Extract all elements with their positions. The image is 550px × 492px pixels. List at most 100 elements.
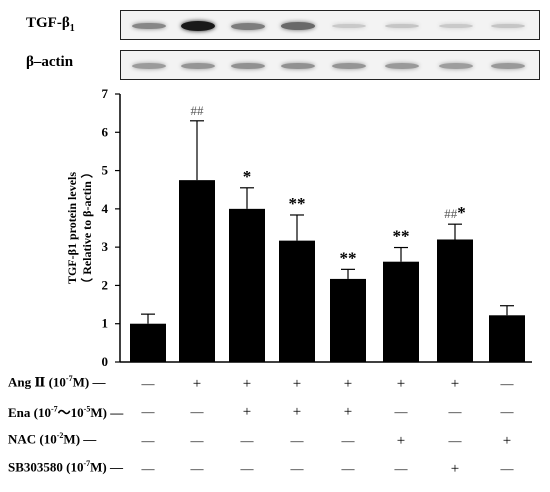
condition-mark: + [451, 376, 459, 392]
blot-band [332, 23, 366, 29]
blot-band [439, 23, 473, 29]
condition-exponent: -7 [83, 459, 91, 468]
condition-mark: — [141, 433, 156, 448]
condition-mark: + [397, 376, 405, 392]
bar [383, 261, 419, 362]
condition-text: NAC (10 [8, 431, 57, 447]
blot-strip-0 [120, 10, 540, 40]
blot-strip-1 [120, 50, 540, 80]
y-tick-label: 5 [102, 163, 109, 178]
significance-label: ** [393, 227, 410, 246]
condition-mark: — [341, 433, 356, 448]
condition-mark: — [394, 404, 409, 419]
condition-text: Ena (10 [8, 405, 51, 420]
condition-mark: + [397, 433, 405, 449]
condition-mark: — [448, 404, 463, 419]
significance-star: * [243, 167, 252, 186]
condition-label: NAC (10-2M) — [8, 431, 96, 447]
bar [179, 180, 215, 362]
condition-mark: — [500, 404, 515, 419]
blot-label-0: TGF-β1 [26, 15, 75, 34]
blot-band [231, 22, 265, 30]
blot-band [332, 62, 366, 70]
condition-mark: + [344, 376, 352, 392]
bar [229, 208, 265, 362]
condition-mark: + [293, 376, 301, 392]
blot-band [231, 62, 265, 70]
blot-band [385, 62, 419, 70]
y-tick-label: 0 [102, 354, 109, 369]
y-tick-label: 3 [102, 239, 109, 254]
bar [437, 239, 473, 362]
condition-exponent: -7 [50, 404, 58, 414]
condition-leader: — [106, 459, 124, 475]
significance-star: * [457, 203, 466, 222]
condition-mark: — [240, 461, 255, 476]
significance-label: ## [191, 103, 205, 118]
significance-hash: ## [444, 206, 458, 221]
condition-mark: — [190, 404, 205, 419]
condition-exponent: -5 [83, 404, 91, 414]
condition-leader: — [80, 431, 97, 447]
condition-mark: — [394, 461, 409, 476]
blot-label-text: TGF-β [26, 15, 70, 31]
significance-label: * [243, 167, 252, 186]
significance-label: ##* [444, 203, 466, 222]
condition-mark: — [500, 461, 515, 476]
condition-mark: — [190, 461, 205, 476]
y-axis-label: TGF-β1 protein levels [65, 172, 79, 284]
condition-text: M) [63, 431, 81, 447]
condition-mark: — [240, 433, 255, 448]
condition-text: M) [90, 459, 107, 475]
bar [279, 240, 315, 362]
condition-mark: — [500, 376, 515, 391]
blot-label-1: β–actin [26, 54, 73, 71]
y-tick-label: 6 [102, 124, 109, 139]
condition-mark: + [193, 376, 201, 392]
condition-label: SB303580 (10-7M) — [8, 459, 123, 475]
condition-leader: — [89, 374, 106, 390]
condition-exponent: -7 [65, 374, 73, 383]
blot-band [385, 23, 419, 29]
y-axis-label-secondary: （ Relative to β-actin ） [79, 166, 94, 290]
significance-star: ** [289, 194, 306, 213]
condition-mark: + [451, 461, 459, 477]
condition-label: Ena (10-7～10-5M) — [8, 402, 123, 421]
blot-band [281, 62, 315, 70]
condition-mark: — [448, 433, 463, 448]
condition-mark: — [141, 376, 156, 391]
blot-label-text: β–actin [26, 54, 74, 70]
condition-mark: + [243, 404, 251, 420]
condition-text: SB303580 (10 [8, 459, 84, 475]
condition-mark: + [293, 404, 301, 420]
condition-mark: — [190, 433, 205, 448]
y-tick-label: 2 [102, 277, 109, 292]
y-tick-label: 7 [102, 86, 109, 101]
condition-mark: — [141, 404, 156, 419]
condition-mark: — [290, 461, 305, 476]
significance-star: ** [340, 248, 357, 267]
blot-band [132, 22, 166, 30]
blot-band [181, 62, 215, 70]
condition-mark: + [503, 433, 511, 449]
bar [489, 315, 525, 362]
significance-label: ** [340, 248, 357, 267]
blot-label-subscript: 1 [69, 23, 75, 34]
condition-mark: — [290, 433, 305, 448]
y-tick-label: 4 [102, 201, 109, 216]
y-tick-label: 1 [102, 316, 109, 331]
condition-text: Ang Ⅱ (10 [8, 374, 66, 390]
blot-band [181, 21, 215, 31]
bar [330, 278, 366, 362]
condition-mark: + [344, 404, 352, 420]
blot-band [132, 62, 166, 70]
bar [130, 323, 166, 362]
blot-band [439, 62, 473, 69]
condition-text: ～10 [57, 405, 84, 420]
condition-mark: — [341, 461, 356, 476]
condition-text: M) [90, 405, 107, 420]
blot-band [491, 23, 525, 29]
condition-text: M) [72, 374, 90, 390]
condition-mark: — [141, 461, 156, 476]
